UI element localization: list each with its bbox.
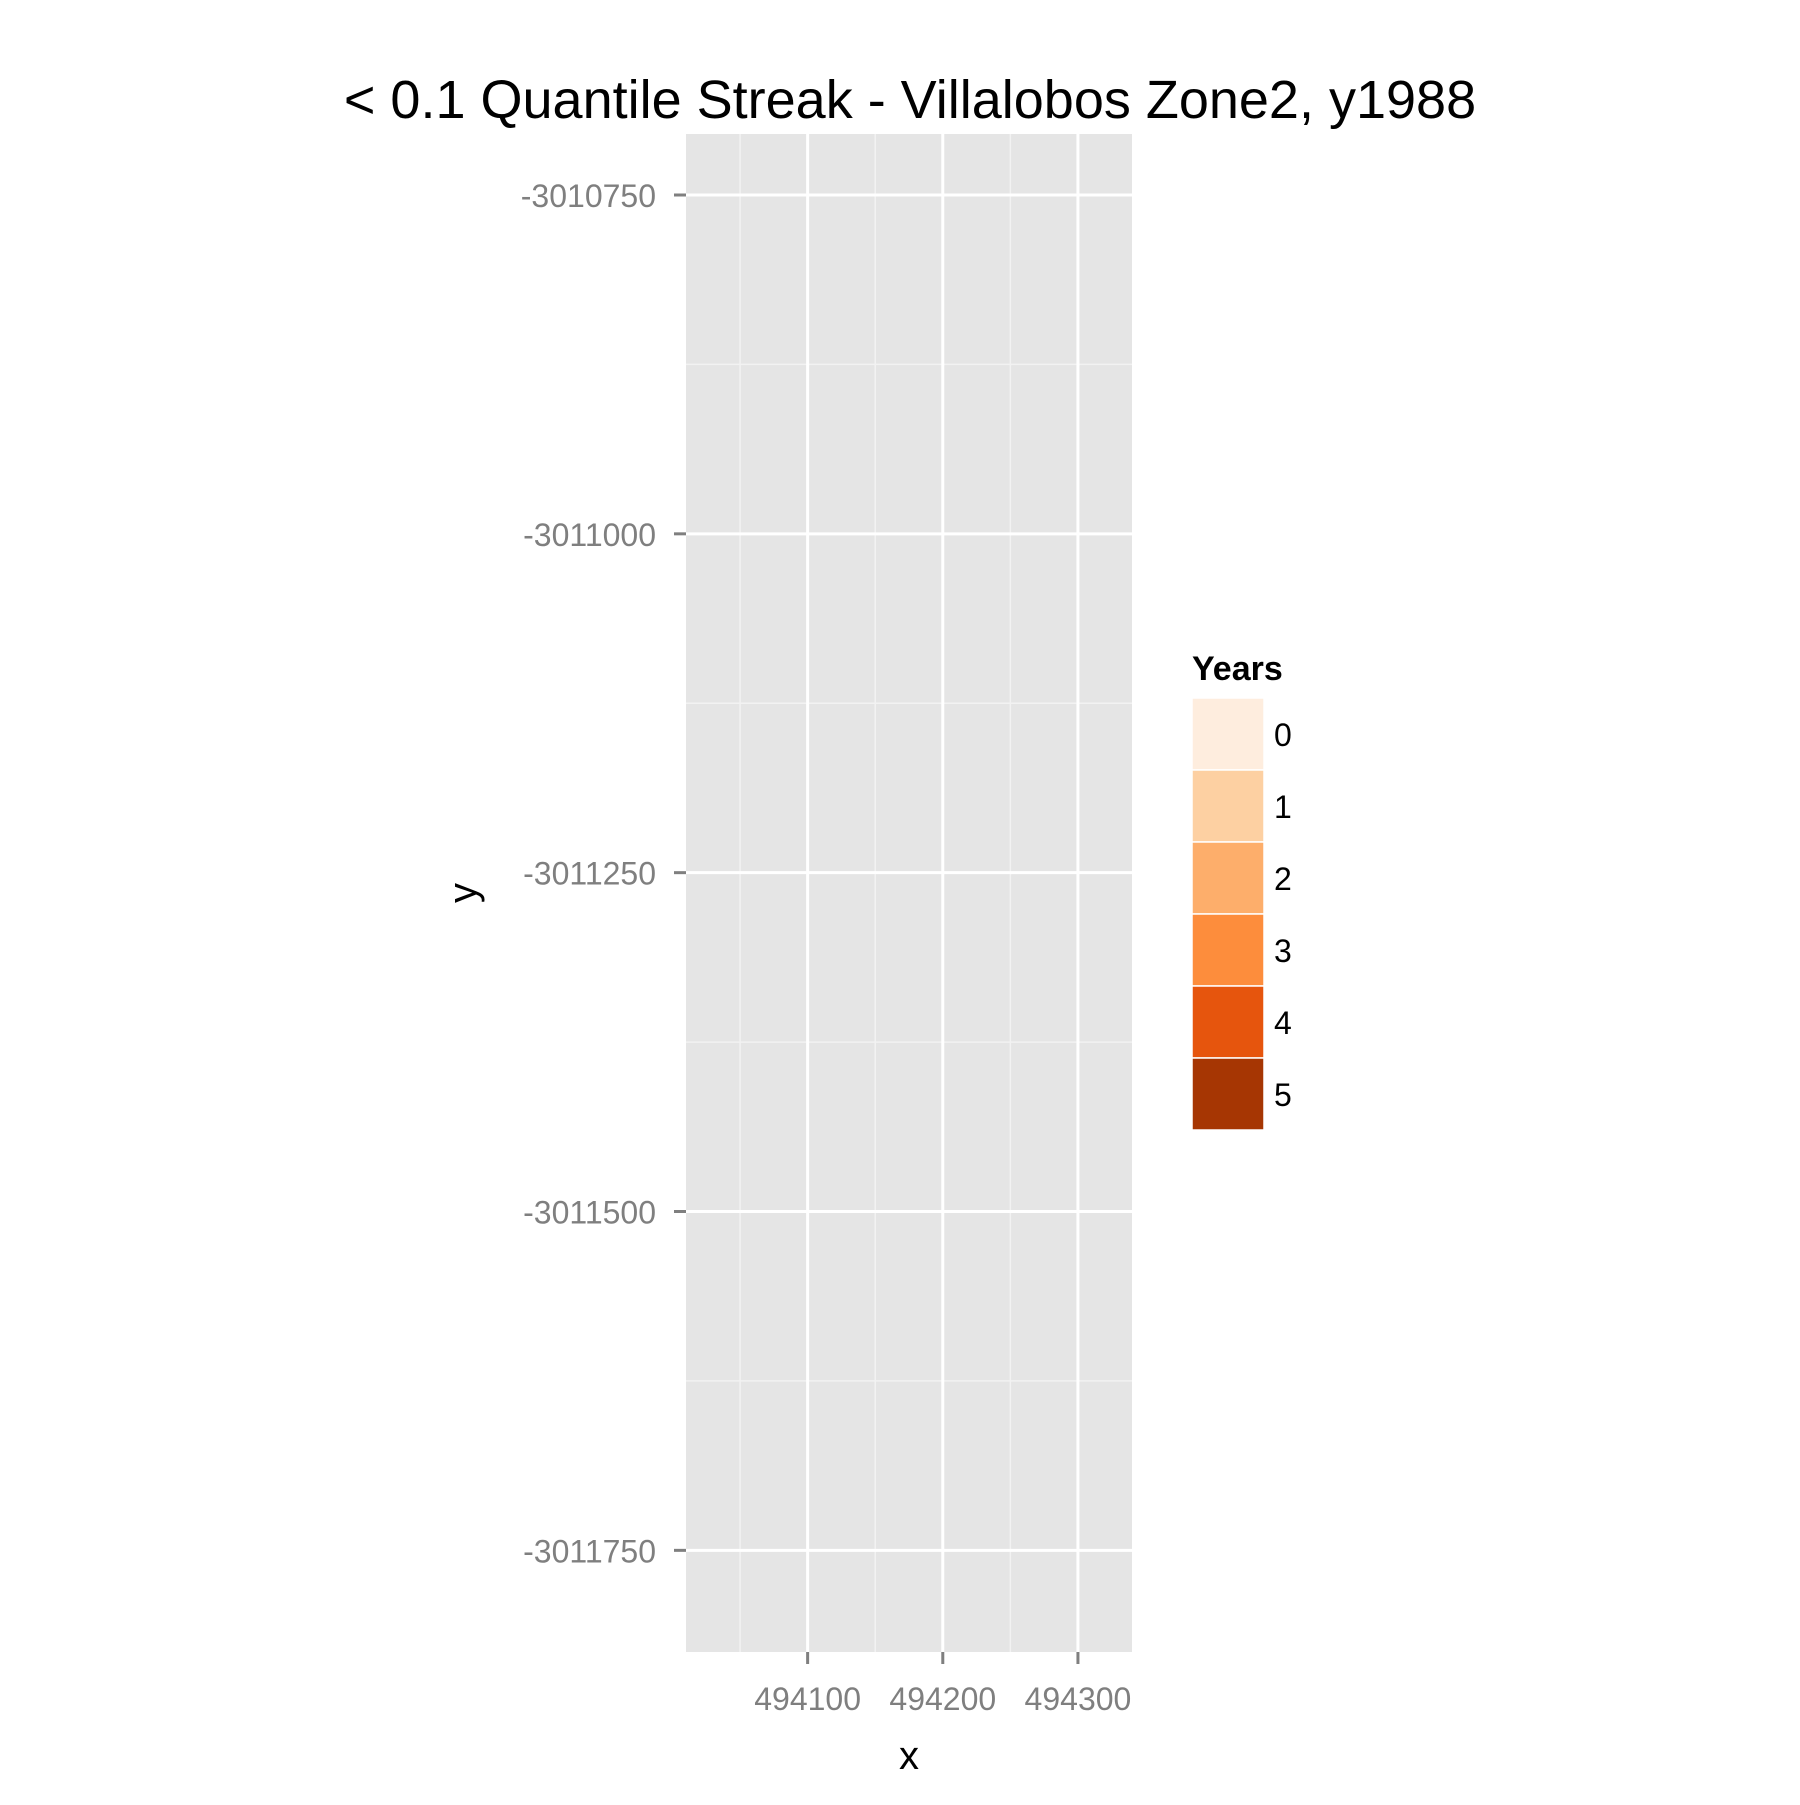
legend-label-4: 4	[1274, 1005, 1292, 1041]
grid-minor	[686, 134, 1132, 1652]
legend-label-0: 0	[1274, 717, 1292, 753]
y-axis: -3010750 -3011000 -3011250 -3011500 -3011750	[521, 178, 686, 1569]
legend-swatch-5	[1191, 1057, 1265, 1131]
plot-panel	[686, 134, 1132, 1652]
y-tick-label: -3010750	[521, 178, 656, 214]
x-axis-title: x	[899, 1734, 919, 1778]
legend-swatch-0	[1191, 697, 1265, 771]
legend-swatch-4	[1191, 985, 1265, 1059]
y-tick-label: -3011750	[523, 1533, 656, 1569]
legend-title: Years	[1192, 650, 1283, 688]
legend-swatch-1	[1191, 769, 1265, 843]
x-axis: 494100 494200 494300	[754, 1652, 1131, 1717]
legend-label-1: 1	[1274, 789, 1292, 825]
x-tick-label: 494300	[1025, 1681, 1132, 1717]
legend: Years 0 1 2 3 4 5	[1191, 650, 1292, 1131]
y-tick-label: -3011000	[523, 517, 656, 553]
grid-major	[686, 134, 1132, 1652]
x-tick-label: 494200	[889, 1681, 996, 1717]
x-tick-label: 494100	[754, 1681, 861, 1717]
legend-swatch-3	[1191, 913, 1265, 987]
legend-label-2: 2	[1274, 861, 1292, 897]
y-axis-title: y	[441, 883, 485, 903]
legend-swatch-2	[1191, 841, 1265, 915]
y-tick-label: -3011250	[523, 856, 656, 892]
legend-keys: 0 1 2 3 4 5	[1191, 697, 1292, 1131]
legend-label-5: 5	[1274, 1077, 1292, 1113]
legend-label-3: 3	[1274, 933, 1292, 969]
chart-title: < 0.1 Quantile Streak - Villalobos Zone2…	[344, 70, 1476, 130]
y-tick-label: -3011500	[523, 1195, 656, 1231]
